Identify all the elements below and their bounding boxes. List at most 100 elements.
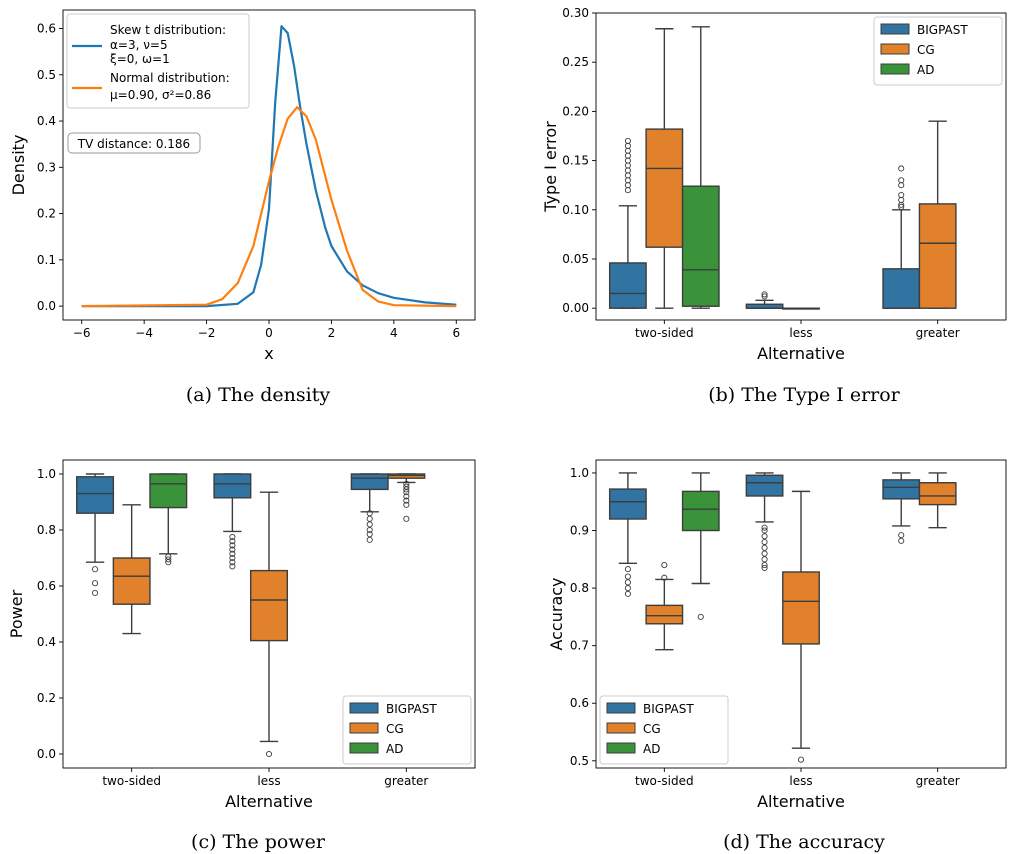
density-panel: −6 −4 −2 0 2 4 6 0.0 0.1 0.2 0.3 0.4 0.5 0.6 x Density S… xyxy=(9,9,476,363)
box-ad xyxy=(149,473,188,509)
outlier-point xyxy=(761,533,768,540)
outlier-point xyxy=(229,533,236,541)
x-tick-label: two-sided xyxy=(635,774,694,788)
outlier-point xyxy=(165,556,172,563)
outlier-point xyxy=(624,172,631,179)
outlier-point xyxy=(91,566,99,573)
axes-frame xyxy=(62,459,476,769)
outlier-point xyxy=(624,167,631,174)
outlier-point xyxy=(697,613,704,620)
box-cg xyxy=(918,203,957,309)
y-tick-label: 0.6 xyxy=(37,579,56,593)
outlier-point xyxy=(898,203,905,210)
legend-swatch-bigpast xyxy=(880,23,910,35)
y-tick-label: 0.4 xyxy=(37,635,56,649)
outlier-point xyxy=(366,521,373,528)
outlier-point xyxy=(624,147,631,154)
legend-label-ad: AD xyxy=(643,742,660,756)
power-panel: two-sided less greater 0.0 0.2 0.4 0.6 0.8 1.0 Al… xyxy=(7,459,476,811)
x-tick-label: 0 xyxy=(265,326,273,340)
outlier-point xyxy=(898,537,905,544)
outlier-point xyxy=(366,515,373,522)
outlier-point xyxy=(403,515,410,522)
box-cg xyxy=(918,482,957,506)
outlier-point xyxy=(366,536,373,543)
outlier-point xyxy=(624,152,631,159)
box-cg xyxy=(645,604,684,625)
outlier-point xyxy=(624,162,631,169)
x-tick-label: less xyxy=(789,774,812,788)
outlier-point xyxy=(624,187,631,194)
outlier-point xyxy=(661,574,668,581)
outlier-point xyxy=(265,750,273,758)
legend-label-bigpast: BIGPAST xyxy=(643,702,694,716)
legend-label-cg: CG xyxy=(386,722,404,736)
outlier-point xyxy=(91,580,99,587)
outlier-point xyxy=(229,563,236,570)
box-bigpast xyxy=(76,476,115,514)
skew-t-density-line xyxy=(81,25,457,308)
y-tick-label: 0.5 xyxy=(37,68,56,82)
tv-distance-text: TV distance: 0.186 xyxy=(77,137,190,151)
legend-label-cg: CG xyxy=(643,722,661,736)
outlier-point xyxy=(624,585,631,592)
outlier-point xyxy=(761,556,768,563)
legend-swatch-ad xyxy=(880,63,910,75)
outlier-point xyxy=(761,538,768,546)
x-tick-label: 6 xyxy=(452,326,460,340)
legend-label-ad: AD xyxy=(917,63,934,77)
box-cg xyxy=(249,569,289,642)
box-cg xyxy=(112,557,151,605)
y-tick-label: 0.25 xyxy=(562,55,589,69)
outlier-point xyxy=(797,756,805,763)
y-axis-label: Power xyxy=(7,589,26,638)
box-bigpast xyxy=(882,479,921,500)
outlier-point xyxy=(366,531,373,538)
outlier-point xyxy=(898,196,905,204)
x-tick-label: two-sided xyxy=(635,326,694,340)
outlier-point xyxy=(898,177,905,184)
y-tick-label: 0.6 xyxy=(37,22,56,36)
legend-label-bigpast: BIGPAST xyxy=(917,23,968,37)
legend-swatch-ad xyxy=(606,742,636,754)
outlier-point xyxy=(165,553,172,560)
type-i-error-panel: two-sided less greater 0.00 0.05 0.10 0.15 0.20… xyxy=(541,6,1007,363)
outlier-point xyxy=(229,542,236,549)
outlier-point xyxy=(661,562,668,569)
outlier-point xyxy=(403,480,410,487)
legend-label-skew-t: ξ=0, ω=1 xyxy=(110,52,170,66)
x-tick-label: −4 xyxy=(135,326,153,340)
outlier-point xyxy=(624,566,631,573)
legend-label-skew-t: Skew t distribution: xyxy=(110,23,226,37)
x-axis-label: Alternative xyxy=(225,792,313,811)
axes-frame xyxy=(595,12,1007,321)
outlier-point xyxy=(761,550,768,557)
outlier-point xyxy=(624,182,631,189)
y-tick-label: 0.20 xyxy=(562,104,589,118)
legend-label-normal: μ=0.90, σ²=0.86 xyxy=(110,88,211,102)
y-axis-label: Density xyxy=(9,135,28,196)
box-cg xyxy=(387,473,426,479)
legend-swatch-cg xyxy=(880,43,910,55)
outlier-point xyxy=(624,573,631,580)
x-tick-label: −2 xyxy=(198,326,216,340)
y-tick-label: 0.4 xyxy=(37,114,56,128)
x-axis-label: Alternative xyxy=(757,792,845,811)
box-ad xyxy=(681,490,720,532)
outlier-point xyxy=(229,546,236,553)
box-bigpast xyxy=(213,473,252,499)
x-tick-label: 2 xyxy=(328,326,336,340)
x-tick-label: 4 xyxy=(390,326,398,340)
outlier-point xyxy=(624,142,631,149)
box-bigpast xyxy=(882,268,921,309)
y-tick-label: 0.9 xyxy=(570,524,589,538)
outlier-point xyxy=(898,182,905,189)
y-tick-label: 0.6 xyxy=(570,696,589,710)
y-tick-label: 0.7 xyxy=(570,639,589,653)
outlier-point xyxy=(229,550,236,557)
box-cg xyxy=(645,128,684,248)
y-tick-label: 0.5 xyxy=(570,754,589,768)
x-tick-label: −6 xyxy=(73,326,91,340)
legend-label-cg: CG xyxy=(917,43,935,57)
outlier-point xyxy=(898,165,905,172)
